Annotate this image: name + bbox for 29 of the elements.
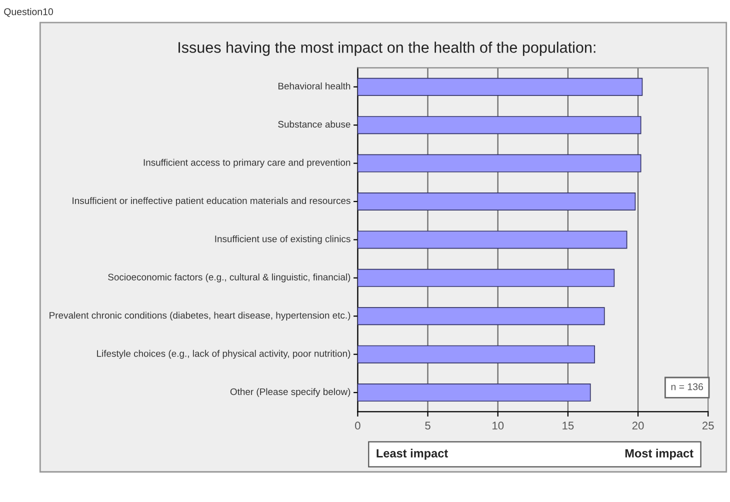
bar: [358, 230, 628, 249]
bar: [358, 154, 642, 172]
bar: [358, 307, 605, 326]
bar: [358, 116, 642, 134]
x-tick-label: 20: [632, 422, 644, 430]
bar: [358, 384, 591, 402]
y-tick-label: Behavioral health: [278, 82, 350, 90]
bar: [358, 268, 615, 287]
bar: [358, 192, 636, 211]
x-tick-label: 15: [562, 422, 574, 430]
text: Least impact: [376, 448, 448, 460]
chart-title: Issues having the most impact on the health of the population:: [178, 42, 596, 56]
text: Most impact: [625, 448, 694, 460]
y-tick-label: Substance abuse: [278, 120, 350, 128]
y-tick-label: Insufficient access to primary care and prevention: [144, 158, 350, 168]
y-tick-label: Socioeconomic factors (e.g., cultural & linguistic, financial): [108, 274, 350, 282]
x-tick-label: 5: [425, 422, 430, 430]
text: Question10: [4, 8, 53, 17]
x-tick-label: 25: [702, 422, 714, 430]
y-tick-label: Insufficient use of existing clinics: [215, 235, 350, 244]
x-tick-label: 0: [355, 422, 360, 430]
y-tick-label: Prevalent chronic conditions (diabetes, heart disease, hypertension etc.): [50, 312, 350, 321]
y-tick-label: Insufficient or ineffective patient education materials and resources: [72, 197, 350, 206]
annotation: n = 136: [671, 383, 704, 390]
x-tick-label: 10: [492, 422, 504, 430]
y-tick-label: Other (Please specify below): [230, 388, 350, 397]
bar: [358, 345, 595, 364]
y-tick-label: Lifestyle choices (e.g., lack of physical activity, poor nutrition): [97, 350, 350, 359]
bar: [358, 78, 643, 96]
